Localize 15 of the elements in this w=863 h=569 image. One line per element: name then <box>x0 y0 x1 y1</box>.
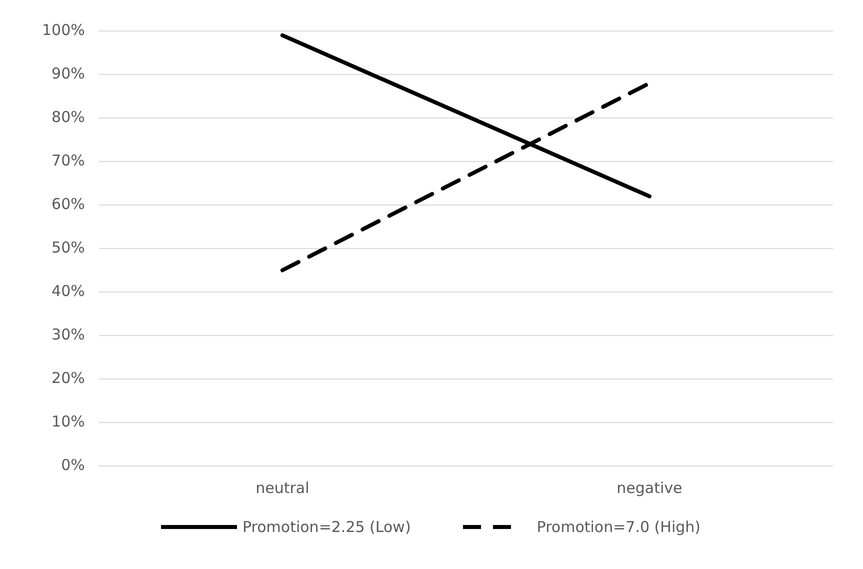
y-tick-label: 40% <box>52 282 85 300</box>
y-tick-label: 90% <box>52 64 85 82</box>
y-tick-label: 10% <box>52 412 85 430</box>
x-tick-label: negative <box>616 478 682 497</box>
x-tick-label: neutral <box>256 478 310 497</box>
y-tick-label: 80% <box>52 108 85 126</box>
y-tick-label: 0% <box>61 456 85 474</box>
y-tick-label: 20% <box>52 368 85 387</box>
legend-label: Promotion=7.0 (High) <box>536 518 700 536</box>
y-tick-label: 50% <box>52 238 85 256</box>
legend-label: Promotion=2.25 (Low) <box>242 518 411 536</box>
y-tick-label: 30% <box>52 325 85 344</box>
y-tick-label: 70% <box>52 151 85 170</box>
y-tick-label: 100% <box>42 20 85 39</box>
y-tick-label: 60% <box>52 194 85 213</box>
